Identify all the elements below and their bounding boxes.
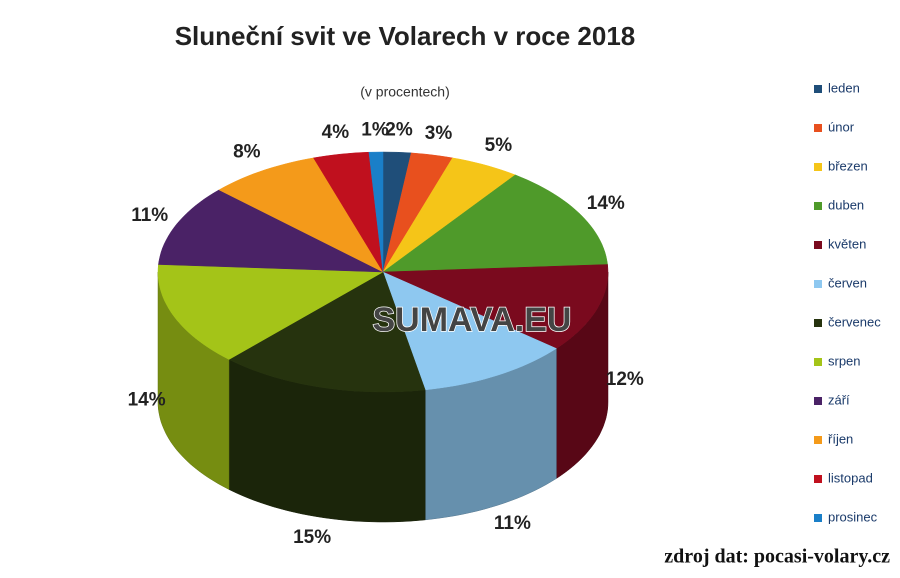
- slice: [382, 264, 609, 349]
- source: zdroj dat: pocasi-volary.cz: [664, 546, 890, 568]
- watermark: SUMAVA.EU: [373, 301, 572, 339]
- legend-label: květen: [828, 236, 866, 251]
- legend-swatch: [814, 436, 822, 444]
- chart-subtitle: (v procentech): [360, 84, 449, 100]
- legend-swatch: [814, 124, 822, 132]
- slice: [368, 151, 384, 273]
- legend-swatch: [814, 202, 822, 210]
- value-label: 15%: [293, 527, 331, 548]
- legend-label: leden: [828, 80, 860, 95]
- legend-swatch: [814, 85, 822, 93]
- legend-swatch: [814, 514, 822, 522]
- legend-swatch: [814, 280, 822, 288]
- legend-swatch: [814, 163, 822, 171]
- value-label: 8%: [233, 141, 261, 162]
- slice: [228, 271, 426, 393]
- value-label: 4%: [322, 122, 350, 143]
- legend-swatch: [814, 475, 822, 483]
- legend-swatch: [814, 241, 822, 249]
- pie: 2% 3% 5% 14% 12% 11% 15% 14% 11% 8% 4% 1%: [128, 120, 644, 549]
- value-label: 12%: [606, 369, 644, 390]
- value-label: 14%: [587, 193, 625, 214]
- slice: [382, 152, 453, 273]
- legend-label: červen: [828, 275, 867, 290]
- legend-label: únor: [828, 119, 855, 134]
- slice: [382, 271, 557, 391]
- legend-label: červenec: [828, 314, 881, 329]
- slice: [157, 264, 384, 360]
- value-label: 11%: [494, 513, 531, 534]
- value-label: 5%: [485, 135, 513, 156]
- legend-label: prosinec: [828, 509, 878, 524]
- legend-label: srpen: [828, 353, 861, 368]
- legend-swatch: [814, 358, 822, 366]
- slice: [382, 174, 608, 273]
- legend-swatch: [814, 397, 822, 405]
- legend-label: březen: [828, 158, 868, 173]
- value-label: 14%: [128, 390, 166, 411]
- slice: [313, 151, 384, 273]
- legend: leden únor březen duben květen červen červenec…: [814, 80, 881, 524]
- legend-label: září: [828, 392, 850, 407]
- value-label: 3%: [425, 123, 453, 144]
- legend-label: říjen: [828, 431, 853, 446]
- legend-swatch: [814, 319, 822, 327]
- value-label: 1%: [361, 120, 389, 141]
- value-label: 11%: [131, 205, 168, 226]
- value-label: 2%: [385, 120, 413, 141]
- slice: [158, 189, 384, 273]
- legend-label: listopad: [828, 470, 873, 485]
- chart-title: Sluneční svit ve Volarech v roce 2018: [175, 21, 636, 51]
- legend-label: duben: [828, 197, 864, 212]
- slice: [218, 157, 384, 273]
- slice: [382, 157, 516, 273]
